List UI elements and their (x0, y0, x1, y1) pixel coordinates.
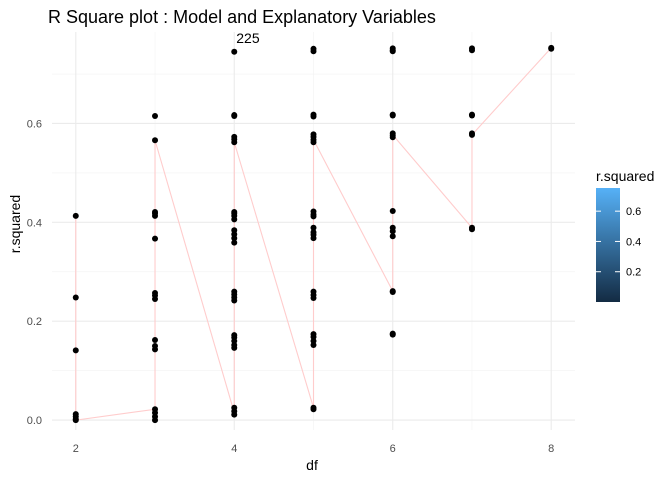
y-tick-label: 0.0 (27, 415, 42, 427)
data-point (389, 228, 396, 235)
data-point (72, 212, 79, 219)
x-tick-label: 4 (231, 443, 237, 455)
data-point (231, 297, 238, 304)
y-tick-labels: 0.0 0.2 0.4 0.6 (27, 118, 42, 427)
y-tick-label: 0.4 (27, 217, 42, 229)
data-points (72, 44, 555, 424)
data-point (468, 47, 475, 54)
chart-title: R Square plot : Model and Explanatory Va… (48, 7, 436, 27)
y-tick-label: 0.2 (27, 316, 42, 328)
data-point (468, 131, 475, 138)
legend-title: r.squared (596, 168, 654, 184)
data-point (389, 48, 396, 55)
data-point (389, 331, 396, 338)
data-point (231, 48, 238, 55)
data-point (152, 235, 159, 242)
data-point (231, 216, 238, 223)
x-tick-label: 2 (73, 443, 79, 455)
x-axis-title: df (306, 457, 318, 473)
data-point (468, 112, 475, 119)
data-point (468, 226, 475, 233)
data-point (72, 417, 79, 424)
data-point (310, 213, 317, 220)
data-point (231, 235, 238, 242)
legend-tick-label: 0.4 (626, 236, 641, 248)
color-legend: r.squared 0.2 0.4 0.6 (596, 168, 654, 302)
data-point (231, 344, 238, 351)
x-tick-labels: 2 4 6 8 (73, 443, 555, 455)
legend-ticks: 0.2 0.4 0.6 (596, 206, 641, 279)
legend-tick-label: 0.2 (626, 267, 641, 279)
legend-colorbar (596, 188, 620, 302)
data-point (389, 207, 396, 214)
annotations: 225 (236, 30, 260, 46)
data-point (389, 289, 396, 296)
data-point (152, 337, 159, 344)
data-point (310, 139, 317, 146)
data-point (389, 112, 396, 119)
x-tick-label: 8 (548, 443, 554, 455)
data-point (310, 294, 317, 301)
data-point (310, 341, 317, 348)
y-axis-title: r.squared (7, 195, 23, 253)
data-point (152, 346, 159, 353)
data-point (548, 45, 555, 52)
data-point (152, 212, 159, 219)
data-point (310, 113, 317, 120)
data-point (389, 233, 396, 240)
data-point (231, 239, 238, 246)
data-point (389, 134, 396, 141)
data-point (72, 347, 79, 354)
point-annotation: 225 (236, 30, 260, 46)
data-point (310, 235, 317, 242)
data-point (152, 137, 159, 144)
data-point (231, 411, 238, 418)
data-point (152, 417, 159, 424)
y-tick-label: 0.6 (27, 118, 42, 130)
legend-tick-label: 0.6 (626, 206, 641, 218)
data-point (231, 113, 238, 120)
data-point (310, 48, 317, 55)
data-point (310, 224, 317, 231)
x-tick-label: 6 (390, 443, 396, 455)
data-point (72, 294, 79, 301)
data-point (231, 139, 238, 146)
data-point (152, 295, 159, 302)
data-point (310, 406, 317, 413)
data-point (152, 113, 159, 120)
